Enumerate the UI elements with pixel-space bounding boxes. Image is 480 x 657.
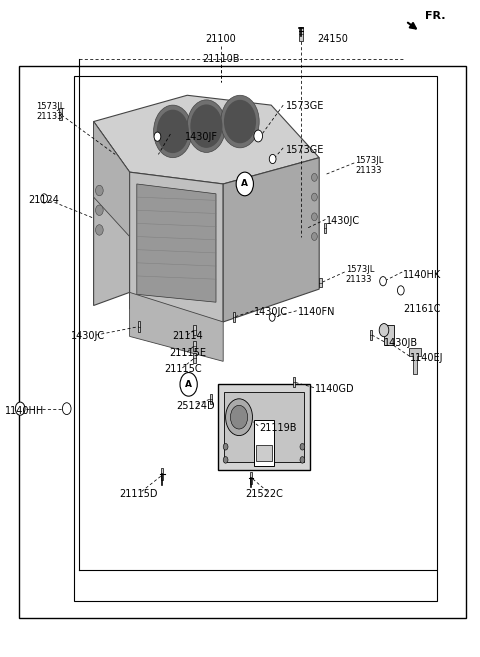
- Circle shape: [312, 213, 317, 221]
- Circle shape: [157, 110, 188, 152]
- Text: 1140HK: 1140HK: [403, 269, 442, 280]
- Circle shape: [312, 173, 317, 181]
- Circle shape: [397, 286, 404, 295]
- Polygon shape: [94, 95, 319, 184]
- Circle shape: [180, 373, 197, 396]
- Text: 1140FN: 1140FN: [298, 307, 335, 317]
- Circle shape: [154, 132, 161, 141]
- Circle shape: [300, 457, 305, 463]
- Circle shape: [269, 313, 275, 321]
- Bar: [293, 377, 295, 388]
- Text: A: A: [185, 380, 192, 389]
- Bar: [224, 392, 304, 462]
- Text: 1573GE: 1573GE: [286, 145, 324, 155]
- Text: 21114: 21114: [172, 331, 203, 342]
- Bar: [193, 325, 196, 335]
- Circle shape: [62, 403, 71, 415]
- Text: 21161C: 21161C: [403, 304, 441, 314]
- Bar: [254, 420, 274, 466]
- Text: 21119B: 21119B: [259, 423, 297, 434]
- Bar: [370, 330, 372, 340]
- Bar: [250, 472, 252, 484]
- Circle shape: [254, 130, 263, 142]
- Bar: [193, 353, 196, 363]
- Text: FR.: FR.: [425, 11, 445, 22]
- Circle shape: [236, 172, 253, 196]
- Text: 1140GD: 1140GD: [315, 384, 355, 394]
- Bar: [19, 66, 466, 618]
- Bar: [320, 277, 322, 288]
- Circle shape: [223, 443, 228, 450]
- Bar: [74, 76, 437, 601]
- Circle shape: [41, 194, 48, 203]
- Circle shape: [300, 443, 305, 450]
- Text: 24150: 24150: [317, 34, 348, 45]
- Text: 1573JL
21133: 1573JL 21133: [355, 156, 384, 175]
- Text: 1430JF: 1430JF: [185, 131, 218, 142]
- Bar: [210, 394, 212, 403]
- Circle shape: [312, 233, 317, 240]
- Circle shape: [379, 324, 389, 336]
- Circle shape: [380, 277, 386, 286]
- Text: 1573JL
21133: 1573JL 21133: [36, 102, 64, 121]
- Circle shape: [312, 193, 317, 201]
- Circle shape: [187, 100, 226, 152]
- Circle shape: [96, 225, 103, 235]
- Bar: [218, 384, 310, 470]
- Text: 25124D: 25124D: [177, 401, 215, 411]
- Text: 21522C: 21522C: [245, 489, 283, 499]
- Text: 1140EJ: 1140EJ: [410, 353, 444, 363]
- Circle shape: [230, 405, 248, 429]
- Bar: [324, 223, 326, 233]
- Bar: [59, 108, 62, 120]
- Bar: [256, 445, 272, 461]
- Text: 1573GE: 1573GE: [286, 101, 324, 112]
- Circle shape: [221, 95, 259, 148]
- Text: 1430JC: 1430JC: [71, 331, 105, 342]
- Polygon shape: [223, 158, 319, 322]
- Circle shape: [269, 154, 276, 164]
- Circle shape: [191, 105, 222, 147]
- Bar: [299, 27, 303, 41]
- Circle shape: [225, 101, 255, 143]
- Circle shape: [154, 105, 192, 158]
- Text: 1430JC: 1430JC: [326, 216, 360, 227]
- Text: 21110B: 21110B: [202, 54, 240, 64]
- Bar: [161, 468, 163, 480]
- Polygon shape: [130, 172, 223, 322]
- Polygon shape: [130, 292, 223, 361]
- Bar: [137, 321, 140, 332]
- Circle shape: [96, 205, 103, 215]
- Text: 1430JC: 1430JC: [254, 307, 288, 317]
- Text: 1430JB: 1430JB: [384, 338, 418, 348]
- Text: 21115C: 21115C: [164, 364, 202, 374]
- Circle shape: [226, 399, 252, 436]
- Text: 21115E: 21115E: [169, 348, 206, 359]
- Bar: [232, 311, 235, 321]
- Text: 1140HH: 1140HH: [5, 405, 44, 416]
- Bar: [193, 340, 196, 351]
- Text: 21124: 21124: [28, 194, 59, 205]
- Text: 1573JL
21133: 1573JL 21133: [346, 265, 374, 284]
- Text: 21100: 21100: [205, 34, 236, 45]
- Circle shape: [96, 185, 103, 196]
- Circle shape: [223, 457, 228, 463]
- Polygon shape: [137, 184, 216, 302]
- Polygon shape: [94, 122, 130, 237]
- Polygon shape: [94, 122, 130, 306]
- Circle shape: [15, 402, 25, 415]
- Bar: [384, 325, 394, 345]
- Text: A: A: [241, 179, 248, 189]
- Text: 21115D: 21115D: [119, 489, 157, 499]
- Polygon shape: [409, 348, 421, 374]
